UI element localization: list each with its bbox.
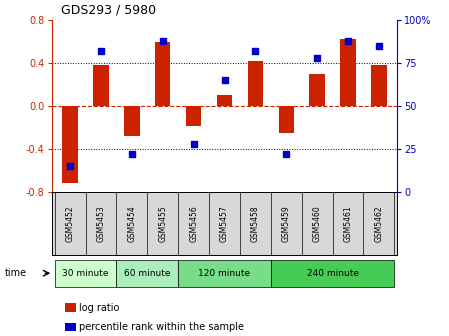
Point <box>159 38 166 43</box>
Text: GSM5459: GSM5459 <box>282 205 291 242</box>
Point <box>344 38 352 43</box>
Text: 240 minute: 240 minute <box>307 269 359 278</box>
Bar <box>278 106 294 133</box>
Text: GSM5461: GSM5461 <box>343 205 352 242</box>
Bar <box>93 65 109 106</box>
Bar <box>178 260 271 287</box>
Bar <box>340 39 356 106</box>
Text: log ratio: log ratio <box>79 303 120 312</box>
Point <box>313 55 321 60</box>
Text: time: time <box>4 268 26 278</box>
Text: GSM5455: GSM5455 <box>158 205 167 242</box>
Text: GSM5462: GSM5462 <box>374 205 383 242</box>
Bar <box>62 106 78 183</box>
Text: percentile rank within the sample: percentile rank within the sample <box>79 322 244 332</box>
Point <box>221 77 228 83</box>
Text: 120 minute: 120 minute <box>198 269 251 278</box>
Text: GSM5460: GSM5460 <box>313 205 321 242</box>
Point <box>283 151 290 157</box>
Text: GSM5452: GSM5452 <box>66 205 75 242</box>
Text: GSM5457: GSM5457 <box>220 205 229 242</box>
Bar <box>217 95 232 106</box>
Text: GSM5458: GSM5458 <box>251 205 260 242</box>
Text: 60 minute: 60 minute <box>124 269 171 278</box>
Bar <box>116 260 178 287</box>
Text: GDS293 / 5980: GDS293 / 5980 <box>61 4 156 17</box>
Bar <box>248 61 263 106</box>
Point <box>128 151 136 157</box>
Bar <box>124 106 140 136</box>
Point <box>97 48 105 54</box>
Bar <box>186 106 201 126</box>
Bar <box>55 260 116 287</box>
Text: 30 minute: 30 minute <box>62 269 109 278</box>
Text: GSM5453: GSM5453 <box>97 205 106 242</box>
Bar <box>371 65 387 106</box>
Bar <box>155 42 171 106</box>
Text: GSM5456: GSM5456 <box>189 205 198 242</box>
Text: GSM5454: GSM5454 <box>128 205 136 242</box>
Bar <box>271 260 394 287</box>
Point <box>375 43 383 48</box>
Bar <box>309 74 325 106</box>
Point <box>252 48 259 54</box>
Point <box>66 163 74 168</box>
Point <box>190 141 197 146</box>
